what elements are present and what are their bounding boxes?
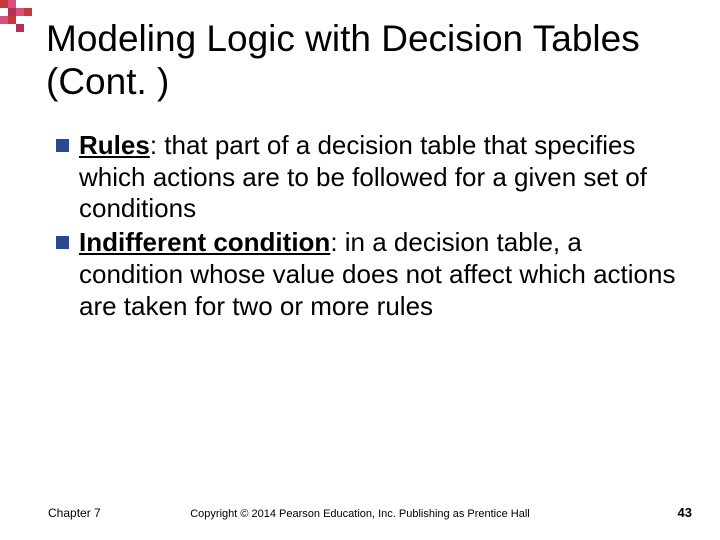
slide-footer: Chapter 7 Copyright © 2014 Pearson Educa… xyxy=(0,500,720,520)
bullet-icon xyxy=(56,139,69,152)
logo-cell xyxy=(8,0,16,8)
logo-cell xyxy=(8,8,16,16)
corner-logo xyxy=(0,0,40,36)
list-item-text: Rules: that part of a decision table tha… xyxy=(79,130,690,225)
definition: : that part of a decision table that spe… xyxy=(79,130,647,223)
footer-page-number: 43 xyxy=(678,505,692,520)
logo-cell xyxy=(24,8,32,16)
logo-cell xyxy=(0,16,8,24)
slide-title: Modeling Logic with Decision Tables (Con… xyxy=(46,18,700,103)
list-item: Indifferent condition: in a decision tab… xyxy=(56,227,690,322)
logo-cell xyxy=(8,16,16,24)
slide-content: Rules: that part of a decision table tha… xyxy=(56,130,690,324)
list-item-text: Indifferent condition: in a decision tab… xyxy=(79,227,690,322)
list-item: Rules: that part of a decision table tha… xyxy=(56,130,690,225)
term: Indifferent condition xyxy=(79,227,330,257)
logo-cell xyxy=(0,0,8,8)
bullet-icon xyxy=(56,236,69,249)
term: Rules xyxy=(79,130,150,160)
logo-cell xyxy=(16,24,24,32)
footer-copyright: Copyright © 2014 Pearson Education, Inc.… xyxy=(0,508,720,520)
logo-cell xyxy=(16,8,24,16)
